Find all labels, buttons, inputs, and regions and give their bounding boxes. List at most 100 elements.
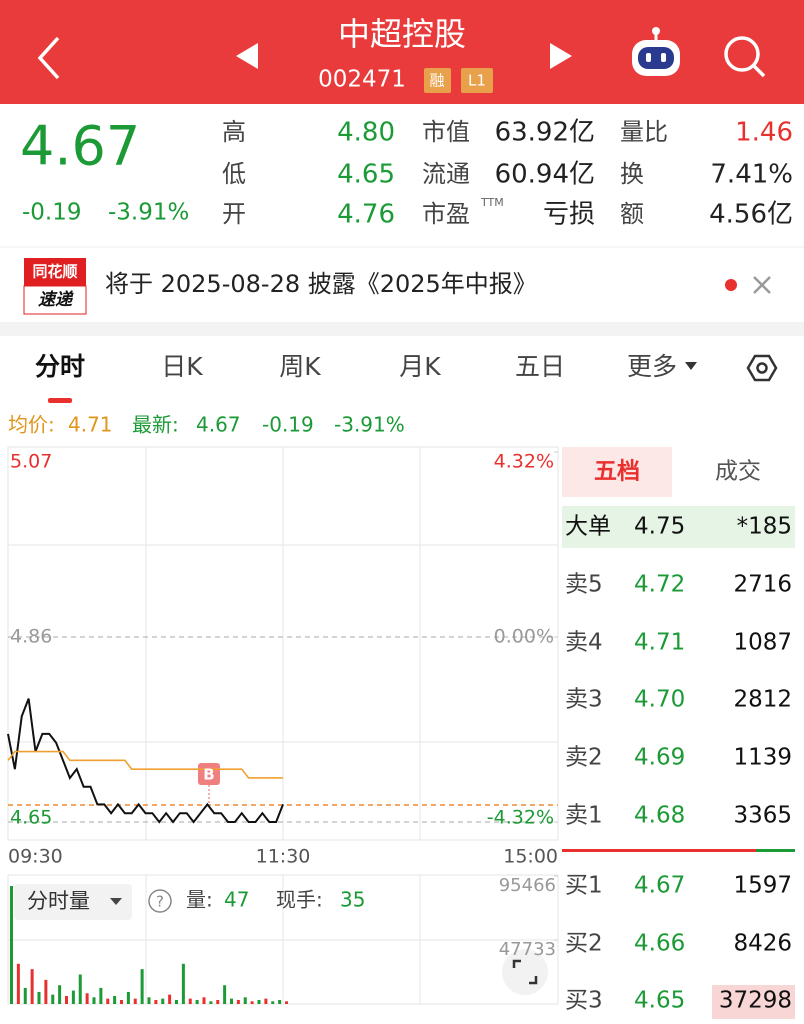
y-tick-label: 95466 — [499, 875, 556, 896]
volume-bar — [278, 999, 282, 1004]
notice-dot — [725, 279, 737, 291]
stat-value: 60.94亿 — [495, 160, 595, 190]
volume-bar — [161, 998, 165, 1004]
book-divider-red — [562, 849, 756, 852]
tab[interactable]: 更多 — [627, 352, 677, 381]
stat-value: 47 — [224, 888, 249, 912]
volume-bar — [10, 886, 13, 1004]
badge-bg — [424, 68, 451, 93]
tab-bg — [562, 447, 672, 497]
volume-bar — [154, 999, 158, 1004]
robot-icon[interactable] — [632, 27, 680, 76]
row-price: 4.67 — [634, 873, 685, 899]
last-value: 4.67 — [196, 413, 241, 437]
stat-label: 高 — [222, 118, 246, 146]
row-label: 买3 — [565, 988, 603, 1014]
row-label: 卖5 — [565, 572, 603, 598]
row-price: 4.69 — [634, 745, 685, 771]
volume-bar — [120, 999, 123, 1004]
notice-text[interactable]: 将于 2025-08-28 披露《2025年中报》 — [105, 270, 537, 298]
stat-label: 换 — [620, 160, 644, 188]
stat-value: 亏损 — [543, 200, 595, 230]
stat-value: 4.56亿 — [709, 200, 793, 230]
book-tab[interactable]: 成交 — [715, 459, 761, 485]
x-tick-label: 09:30 — [8, 846, 63, 868]
y2-tick-label: 0.00% — [494, 626, 554, 648]
stat-value: 35 — [340, 888, 365, 912]
volume-bar — [285, 1001, 288, 1004]
row-label: 买2 — [565, 931, 603, 957]
row-volume: 1087 — [733, 630, 792, 656]
logo-top-bg — [24, 258, 86, 286]
badge: 融 — [429, 72, 444, 90]
stat-label: 开 — [222, 200, 246, 228]
stat-value: 63.92亿 — [495, 118, 595, 148]
tab[interactable]: 日K — [161, 352, 203, 381]
more-caret — [685, 362, 697, 370]
expand-button[interactable] — [502, 949, 548, 995]
tab[interactable]: 分时 — [35, 352, 85, 381]
search-icon[interactable] — [724, 36, 766, 78]
volume-bar — [264, 998, 268, 1004]
change-pct: -3.91% — [108, 200, 189, 226]
help-text: ? — [156, 893, 164, 911]
settings-icon[interactable] — [746, 354, 778, 382]
volume-bar — [140, 969, 144, 1004]
stat-label: 现手: — [276, 888, 323, 912]
stat-label: 市盈 — [422, 200, 470, 228]
row-price: 4.75 — [634, 514, 685, 540]
volume-bar — [113, 995, 117, 1004]
avg-label: 均价: — [8, 413, 55, 437]
logo-text: 速递 — [38, 290, 74, 310]
book-tab[interactable]: 五档 — [594, 459, 640, 485]
volume-bar — [99, 987, 103, 1004]
y-tick-label: 4.65 — [10, 807, 52, 829]
price-line — [7, 750, 283, 779]
stat-label: 量: — [186, 888, 213, 912]
tab[interactable]: 周K — [279, 352, 321, 381]
back-button[interactable] — [37, 36, 60, 80]
row-price: 4.71 — [634, 630, 685, 656]
tab[interactable]: 五日 — [515, 352, 565, 381]
stat-value: 1.46 — [735, 118, 793, 148]
big-order-bg — [562, 506, 795, 548]
next-stock[interactable] — [550, 43, 572, 69]
row-volume: 2716 — [733, 572, 792, 598]
row-volume: 8426 — [733, 931, 792, 957]
stat-label: 流通 — [422, 160, 470, 188]
volume-bar — [236, 999, 240, 1004]
y2-tick-label: -4.32% — [487, 807, 554, 829]
volume-bar — [92, 997, 96, 1004]
avg-value: 4.71 — [68, 413, 113, 437]
volume-highlight — [712, 985, 795, 1019]
row-label: 卖3 — [565, 687, 603, 713]
tab[interactable]: 月K — [399, 352, 441, 381]
last-label: 最新: — [132, 413, 179, 437]
volume-bar — [230, 998, 233, 1004]
volume-bar — [271, 1001, 275, 1004]
stat-label: 低 — [222, 160, 246, 188]
volume-bar — [168, 994, 172, 1004]
volume-bar — [243, 997, 247, 1004]
x-tick-label: 15:00 — [503, 846, 558, 868]
y-tick-label: 4.86 — [10, 626, 52, 648]
badge: L1 — [468, 72, 486, 90]
y-tick-label: 5.07 — [10, 451, 52, 473]
price: 4.67 — [20, 115, 140, 178]
row-volume: 1139 — [733, 745, 792, 771]
stat-label: 额 — [620, 200, 644, 228]
dropdown-bg[interactable] — [14, 884, 132, 920]
stat-value: 7.41% — [710, 160, 793, 190]
help-icon[interactable] — [148, 889, 172, 913]
close-notice[interactable] — [753, 276, 771, 294]
row-price: 4.66 — [634, 931, 685, 957]
volume-bar — [195, 999, 199, 1004]
prev-stock[interactable] — [236, 43, 258, 69]
row-label: 卖1 — [565, 803, 603, 829]
tab-underline — [48, 398, 72, 403]
y-tick-label: 47733 — [499, 939, 556, 960]
change: -0.19 — [262, 413, 314, 437]
chart-frame — [7, 446, 559, 1005]
